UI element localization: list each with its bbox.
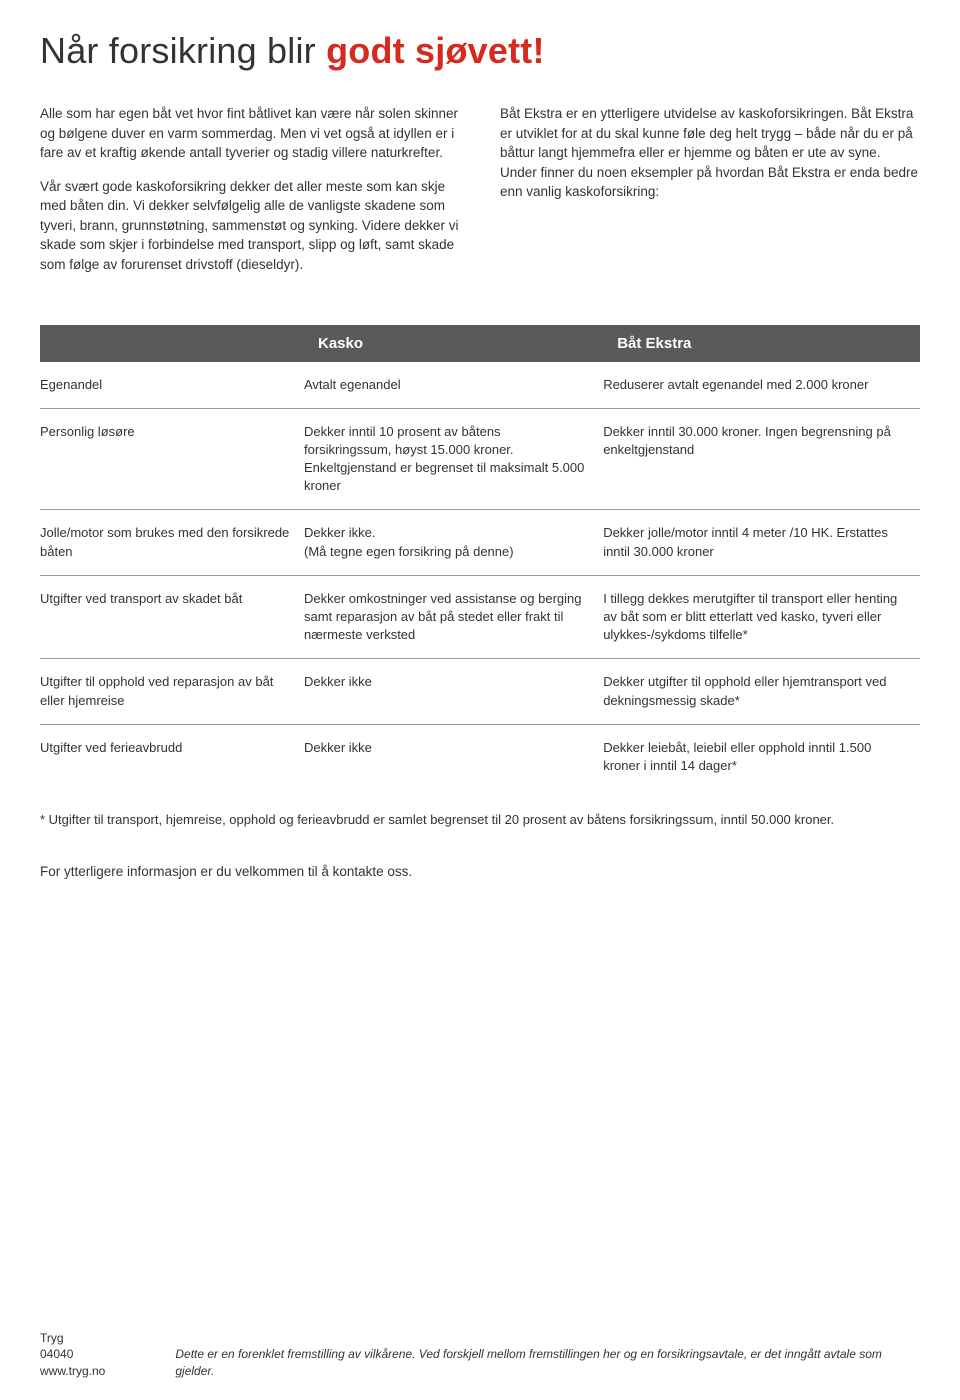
headline-part2: godt sjøvett! <box>326 30 545 71</box>
table-row: EgenandelAvtalt egenandelReduserer avtal… <box>40 362 920 409</box>
footer-phone: 04040 <box>40 1346 105 1363</box>
intro-left-p1: Alle som har egen båt vet hvor fint båtl… <box>40 104 460 163</box>
footnote: * Utgifter til transport, hjemreise, opp… <box>40 811 920 830</box>
row-label: Utgifter til opphold ved reparasjon av b… <box>40 659 304 724</box>
contact-line: For ytterligere informasjon er du velkom… <box>40 864 920 879</box>
intro-right-column: Båt Ekstra er en ytterligere utvidelse a… <box>500 104 920 289</box>
footer-disclaimer: Dette er en forenklet fremstilling av vi… <box>175 1346 920 1380</box>
table-head-kasko: Kasko <box>304 325 603 362</box>
intro-left-p2: Vår svært gode kaskoforsikring dekker de… <box>40 177 460 275</box>
headline-part1: Når forsikring blir <box>40 30 326 71</box>
page-footer: Tryg 04040 www.tryg.no Dette er en foren… <box>40 1330 920 1380</box>
intro-right-p1: Båt Ekstra er en ytterligere utvidelse a… <box>500 104 920 202</box>
row-ekstra: Dekker jolle/motor inntil 4 meter /10 HK… <box>603 510 920 575</box>
table-row: Jolle/motor som brukes med den forsikred… <box>40 510 920 575</box>
table-row: Personlig løsøreDekker inntil 10 prosent… <box>40 408 920 510</box>
row-label: Utgifter ved transport av skadet båt <box>40 575 304 659</box>
table-row: Utgifter til opphold ved reparasjon av b… <box>40 659 920 724</box>
row-ekstra: I tillegg dekkes merutgifter til transpo… <box>603 575 920 659</box>
table-head: Kasko Båt Ekstra <box>40 325 920 362</box>
row-label: Egenandel <box>40 362 304 409</box>
row-ekstra: Reduserer avtalt egenandel med 2.000 kro… <box>603 362 920 409</box>
row-ekstra: Dekker inntil 30.000 kroner. Ingen begre… <box>603 408 920 510</box>
table-head-ekstra: Båt Ekstra <box>603 325 920 362</box>
table-head-blank <box>40 325 304 362</box>
footer-url: www.tryg.no <box>40 1363 105 1380</box>
row-ekstra: Dekker leiebåt, leiebil eller opphold in… <box>603 724 920 789</box>
row-label: Personlig løsøre <box>40 408 304 510</box>
row-kasko: Dekker omkostninger ved assistanse og be… <box>304 575 603 659</box>
row-kasko: Dekker ikke <box>304 724 603 789</box>
table-row: Utgifter ved transport av skadet båtDekk… <box>40 575 920 659</box>
row-kasko: Avtalt egenandel <box>304 362 603 409</box>
page-headline: Når forsikring blir godt sjøvett! <box>40 30 920 72</box>
intro-left-column: Alle som har egen båt vet hvor fint båtl… <box>40 104 460 289</box>
table-row: Utgifter ved ferieavbruddDekker ikkeDekk… <box>40 724 920 789</box>
intro-columns: Alle som har egen båt vet hvor fint båtl… <box>40 104 920 289</box>
footer-brand-block: Tryg 04040 www.tryg.no <box>40 1330 105 1380</box>
row-label: Utgifter ved ferieavbrudd <box>40 724 304 789</box>
row-kasko: Dekker ikke <box>304 659 603 724</box>
footer-brand: Tryg <box>40 1330 105 1347</box>
row-kasko: Dekker inntil 10 prosent av båtens forsi… <box>304 408 603 510</box>
row-label: Jolle/motor som brukes med den forsikred… <box>40 510 304 575</box>
row-kasko: Dekker ikke. (Må tegne egen forsikring p… <box>304 510 603 575</box>
comparison-table: Kasko Båt Ekstra EgenandelAvtalt egenand… <box>40 325 920 790</box>
row-ekstra: Dekker utgifter til opphold eller hjemtr… <box>603 659 920 724</box>
table-body: EgenandelAvtalt egenandelReduserer avtal… <box>40 362 920 790</box>
